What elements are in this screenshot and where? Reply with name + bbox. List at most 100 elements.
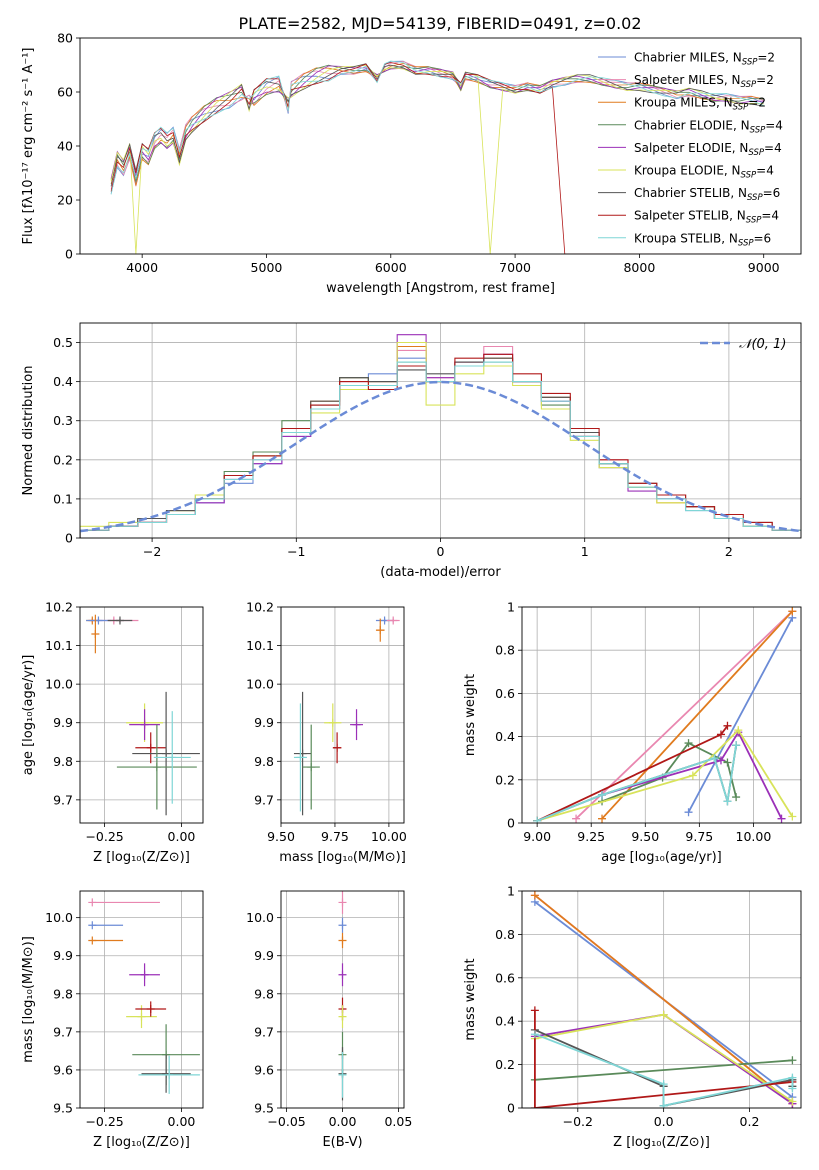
plot-area bbox=[533, 607, 797, 823]
x-tick-label: 9000 bbox=[748, 260, 780, 275]
legend-label: Chabrier MILES, NSSP=2 bbox=[634, 51, 775, 68]
axes-frame bbox=[79, 37, 802, 255]
x-tick-label: 9.75 bbox=[321, 829, 349, 844]
spectrum-series-line bbox=[110, 60, 764, 195]
weight-series-line bbox=[601, 610, 793, 820]
legend-label: Salpeter MILES, NSSP=2 bbox=[634, 73, 774, 90]
weight-point-marker bbox=[732, 741, 741, 750]
weight-point-marker bbox=[659, 1010, 668, 1019]
data-point-marker bbox=[162, 749, 171, 758]
x-tick-label: 9.50 bbox=[631, 829, 659, 844]
data-point-marker bbox=[333, 743, 342, 752]
y-tick-label: 0.5 bbox=[53, 335, 73, 350]
weight-series-line bbox=[536, 745, 737, 822]
data-point-marker bbox=[146, 1005, 155, 1014]
x-tick-label: 9.00 bbox=[523, 829, 551, 844]
y-tick-label: 9.9 bbox=[254, 715, 274, 730]
y-tick-label: 60 bbox=[57, 85, 73, 100]
y-tick-label: 0.4 bbox=[495, 1014, 515, 1029]
y-tick-label: 9.6 bbox=[53, 1062, 73, 1077]
weight-series-line bbox=[687, 617, 794, 813]
weight-point-marker bbox=[788, 812, 797, 821]
y-tick-label: 9.7 bbox=[254, 1024, 274, 1039]
y-tick-label: 0.4 bbox=[53, 374, 73, 389]
y-axis-label: mass [log₁₀(M/M⊙)] bbox=[21, 936, 36, 1063]
x-tick-label: 2 bbox=[725, 544, 733, 559]
y-tick-label: 9.7 bbox=[254, 792, 274, 807]
plot-area bbox=[338, 891, 347, 1101]
x-tick-label: 9.25 bbox=[577, 829, 605, 844]
y-tick-label: 80 bbox=[57, 31, 73, 46]
weight-point-marker bbox=[530, 1104, 539, 1108]
weight-point-marker bbox=[716, 730, 725, 739]
x-tick-label: 0.05 bbox=[384, 1114, 412, 1129]
y-tick-label: 9.8 bbox=[53, 986, 73, 1001]
weight-point-marker bbox=[788, 607, 797, 616]
data-point-marker bbox=[376, 626, 385, 635]
data-point-marker bbox=[115, 616, 124, 625]
y-tick-label: 0.6 bbox=[495, 686, 515, 701]
panel-weight_vs_age: 9.00 9.25 9.50 9.75 10.00 0 0.2 0.4 0.6 0.8 1 age [… bbox=[463, 600, 802, 865]
weight-point-marker bbox=[788, 1056, 797, 1065]
y-tick-label: 9.8 bbox=[53, 754, 73, 769]
panels: 4000 5000 6000 7000 8000 9000020406080Chabrie… bbox=[21, 31, 802, 1150]
data-point-marker bbox=[140, 720, 149, 729]
data-point-marker bbox=[296, 753, 305, 762]
x-axis-label: wavelength [Angstrom, rest frame] bbox=[326, 281, 555, 296]
weight-point-marker bbox=[788, 1084, 797, 1093]
x-tick-label: 7000 bbox=[499, 260, 531, 275]
x-tick-label: −0.25 bbox=[85, 1114, 123, 1129]
y-tick-label: 0.1 bbox=[53, 491, 73, 506]
y-tick-label: 10.1 bbox=[246, 638, 274, 653]
y-tick-label: 9.5 bbox=[254, 1101, 274, 1116]
x-tick-label: 0 bbox=[437, 544, 445, 559]
weight-point-marker bbox=[777, 814, 786, 823]
x-tick-label: 8000 bbox=[623, 260, 655, 275]
y-tick-label: 0.2 bbox=[53, 452, 73, 467]
legend-label: Kroupa STELIB, NSSP=6 bbox=[634, 231, 771, 248]
data-point-marker bbox=[298, 749, 307, 758]
weight-point-marker bbox=[723, 721, 732, 730]
legend-gaussian-label: 𝒩(0, 1) bbox=[739, 337, 786, 352]
x-axis-label: mass [log₁₀(M/M⊙)] bbox=[279, 850, 406, 865]
x-axis-label: age [log₁₀(age/yr)] bbox=[601, 850, 722, 865]
y-tick-label: 20 bbox=[57, 193, 73, 208]
data-point-marker bbox=[338, 936, 347, 945]
weight-series-line bbox=[575, 610, 793, 820]
y-tick-label: 9.6 bbox=[254, 1062, 274, 1077]
weight-point-marker bbox=[530, 1006, 539, 1015]
y-tick-label: 10.2 bbox=[45, 600, 73, 615]
weight-series-line bbox=[601, 730, 783, 820]
x-axis-label: Z [log₁₀(Z/Z⊙)] bbox=[613, 1135, 710, 1150]
plot-area bbox=[110, 60, 764, 254]
data-point-marker bbox=[338, 1012, 347, 1021]
panel-age_vs_mass: 9.50 9.75 10.00 9.7 9.8 9.9 10.0 10.1 10.2 mass [… bbox=[246, 600, 407, 866]
x-tick-label: −0.25 bbox=[85, 829, 123, 844]
data-point-marker bbox=[338, 921, 347, 930]
y-tick-label: 9.7 bbox=[53, 1024, 73, 1039]
weight-series-line bbox=[536, 725, 729, 822]
y-axis-label: mass weight bbox=[463, 958, 478, 1040]
y-tick-label: 10.0 bbox=[246, 910, 274, 925]
x-tick-label: 9.75 bbox=[685, 829, 713, 844]
axes-frame bbox=[79, 606, 204, 824]
data-point-marker bbox=[88, 936, 97, 945]
weight-point-marker bbox=[710, 754, 719, 763]
y-tick-label: 0.8 bbox=[495, 927, 515, 942]
y-tick-label: 0 bbox=[507, 816, 515, 831]
gaussian-curve bbox=[80, 380, 801, 533]
data-point-marker bbox=[88, 898, 97, 907]
data-point-marker bbox=[88, 921, 97, 930]
x-axis-label: Z [log₁₀(Z/Z⊙)] bbox=[93, 1135, 190, 1150]
weight-point-marker bbox=[530, 1030, 539, 1039]
plot-area bbox=[88, 898, 200, 1094]
y-tick-label: 10.1 bbox=[45, 638, 73, 653]
legend-label: Kroupa ELODIE, NSSP=4 bbox=[634, 164, 774, 181]
plot-area bbox=[530, 891, 797, 1108]
spectrum-series-line bbox=[110, 63, 764, 187]
data-point-marker bbox=[328, 718, 337, 727]
panel-weight_vs_z: −0.2 0.0 0.2 0 0.2 0.4 0.6 0.8 1 Z [log₁₀(Z/Z⊙)] m… bbox=[463, 884, 802, 1150]
legend-label: Kroupa MILES, NSSP=2 bbox=[634, 96, 766, 113]
data-point-marker bbox=[389, 616, 398, 625]
